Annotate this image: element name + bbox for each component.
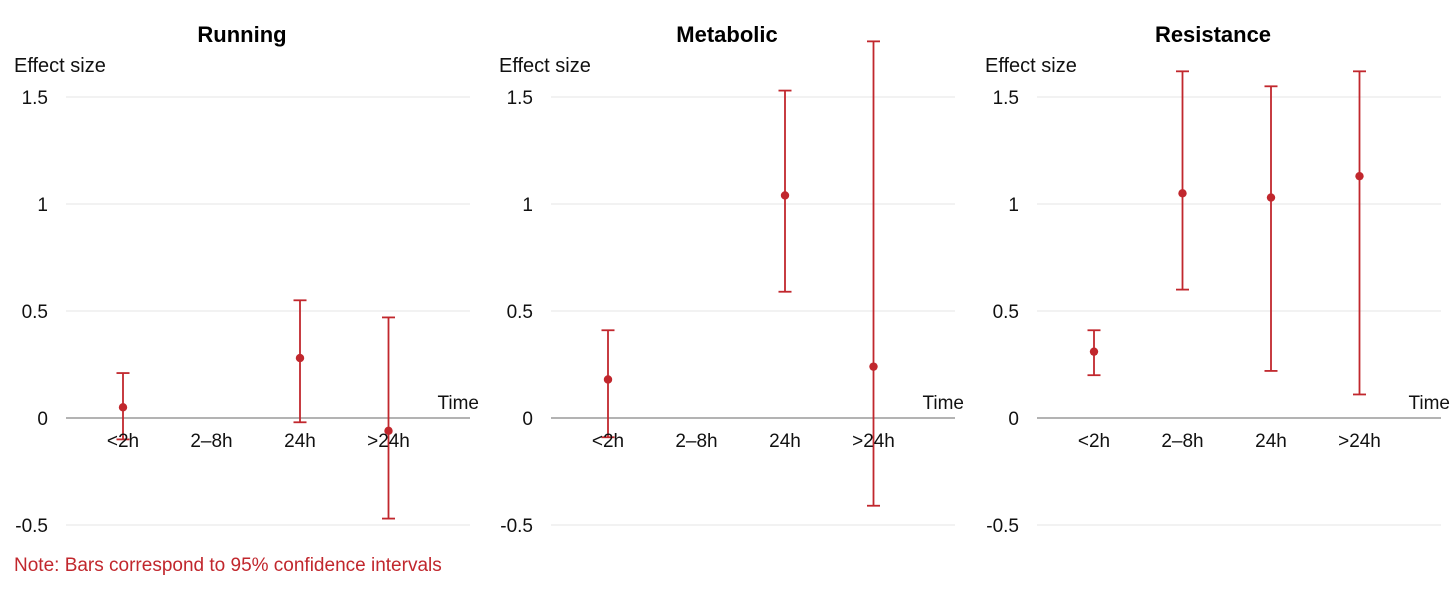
y-tick-label: 1.5 bbox=[507, 88, 533, 109]
point-estimate-dot bbox=[869, 362, 879, 371]
x-category-label: 24h bbox=[769, 431, 801, 452]
point-estimate-dot bbox=[384, 426, 393, 436]
point-estimate-dot bbox=[295, 353, 305, 363]
y-tick-label: 1.5 bbox=[992, 88, 1018, 109]
chart-panel-running: -0.5 0 0.5 1 1.5 Running Effect size Time <2h 2–8… bbox=[0, 0, 485, 545]
point-estimate-dot bbox=[1354, 171, 1364, 181]
y-tick-label: 0 bbox=[523, 409, 534, 430]
y-axis-label: Effect size bbox=[499, 55, 591, 77]
x-category-label: <2h bbox=[592, 431, 624, 452]
chart-title: Resistance bbox=[1155, 22, 1271, 47]
y-tick-label: 0 bbox=[37, 409, 48, 430]
x-category-label: 24h bbox=[284, 431, 316, 452]
y-tick-label: 0 bbox=[1008, 409, 1019, 430]
x-category-label: 2–8h bbox=[676, 431, 718, 452]
x-category-label: 2–8h bbox=[190, 431, 232, 452]
x-category-label: >24h bbox=[852, 431, 895, 452]
x-category-label: 2–8h bbox=[1161, 431, 1203, 452]
chart-canvas-metabolic: -0.5 0 0.5 1 1.5 Metabolic Effect size Time <2h 2… bbox=[499, 22, 964, 537]
y-tick-label: -0.5 bbox=[15, 516, 48, 537]
y-tick-label: -0.5 bbox=[501, 516, 534, 537]
y-tick-label: 1 bbox=[523, 195, 534, 216]
x-category-label: >24h bbox=[367, 431, 410, 452]
chart-title: Running bbox=[197, 22, 286, 47]
chart-canvas-running: -0.5 0 0.5 1 1.5 Running Effect size Time <2h 2–8… bbox=[14, 22, 479, 537]
point-estimate-dot bbox=[118, 403, 128, 412]
y-axis-label: Effect size bbox=[985, 55, 1077, 77]
footnote-text: Note: Bars correspond to 95% confidence … bbox=[14, 555, 442, 576]
y-tick-label: 0.5 bbox=[992, 302, 1018, 323]
point-estimate-dot bbox=[1089, 347, 1098, 356]
x-category-label: >24h bbox=[1338, 431, 1381, 452]
point-estimate-dot bbox=[781, 191, 790, 200]
point-estimate-dot bbox=[604, 375, 613, 384]
chart-row: -0.5 0 0.5 1 1.5 Running Effect size Time <2h 2–8… bbox=[0, 0, 1456, 545]
x-category-label: <2h bbox=[107, 431, 139, 452]
y-axis-label: Effect size bbox=[14, 55, 106, 77]
y-tick-label: 1.5 bbox=[22, 88, 48, 109]
point-estimate-dot bbox=[1177, 189, 1187, 198]
x-axis-label: Time bbox=[438, 393, 479, 414]
x-axis-label: Time bbox=[923, 393, 964, 414]
y-tick-label: 0.5 bbox=[507, 302, 533, 323]
chart-title: Metabolic bbox=[677, 22, 778, 47]
chart-panel-resistance: -0.5 0 0.5 1 1.5 Resistance Effect size Time <2h… bbox=[971, 0, 1456, 545]
y-tick-label: -0.5 bbox=[986, 516, 1019, 537]
point-estimate-dot bbox=[1266, 193, 1275, 202]
y-tick-label: 1 bbox=[37, 195, 48, 216]
y-tick-label: 1 bbox=[1008, 195, 1019, 216]
chart-canvas-resistance: -0.5 0 0.5 1 1.5 Resistance Effect size Time <2h… bbox=[985, 22, 1450, 537]
x-category-label: <2h bbox=[1078, 431, 1110, 452]
y-tick-label: 0.5 bbox=[22, 302, 48, 323]
chart-panel-metabolic: -0.5 0 0.5 1 1.5 Metabolic Effect size Time <2h 2… bbox=[485, 0, 970, 545]
x-axis-label: Time bbox=[1408, 393, 1449, 414]
x-category-label: 24h bbox=[1255, 431, 1287, 452]
